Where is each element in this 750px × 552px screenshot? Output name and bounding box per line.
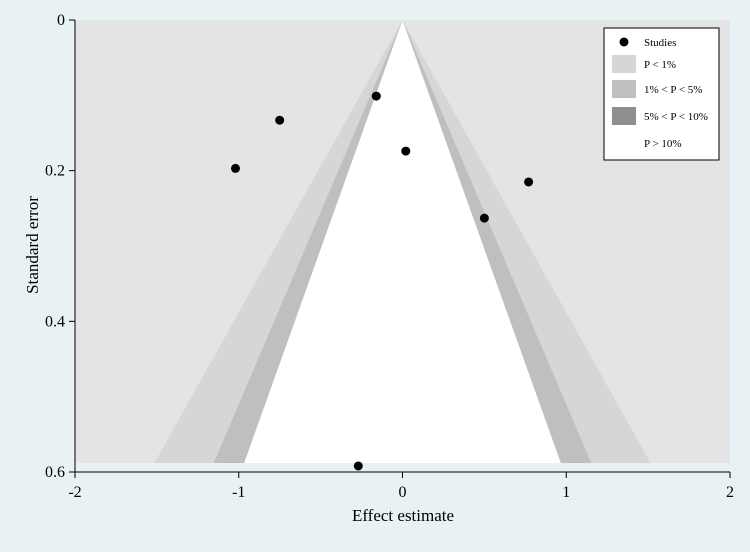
legend-swatch: [612, 55, 636, 73]
x-axis-label: Effect estimate: [352, 506, 454, 525]
study-point: [401, 146, 411, 156]
study-point: [479, 213, 489, 223]
study-point: [524, 177, 534, 187]
legend-label: 5% < P < 10%: [644, 111, 708, 123]
study-point: [230, 163, 240, 173]
x-tick-label: -1: [232, 484, 245, 501]
legend-label: 1% < P < 5%: [644, 84, 702, 96]
y-tick-label: 0.4: [45, 313, 65, 330]
y-tick-label: 0.2: [45, 163, 65, 180]
legend-label: Studies: [644, 37, 676, 49]
x-tick-label: 2: [726, 484, 734, 501]
y-axis-label: Standard error: [23, 196, 42, 294]
legend: Studies P < 1% 1% < P < 5% 5% < P < 10% P > …: [603, 27, 720, 161]
study-point: [353, 461, 363, 471]
study-point: [275, 115, 285, 125]
legend-label: P > 10%: [644, 138, 682, 150]
data-points: [230, 91, 534, 471]
x-tick-label: 0: [399, 484, 407, 501]
study-point: [371, 91, 381, 101]
x-tick-label: -2: [68, 484, 81, 501]
legend-label: P < 1%: [644, 59, 676, 71]
legend-swatch: [612, 107, 636, 125]
legend-studies-marker: [619, 37, 629, 47]
legend-swatch: [612, 80, 636, 98]
contour-p-gt-10: [244, 20, 561, 463]
y-tick-label: 0.6: [45, 464, 65, 481]
x-tick-label: 1: [562, 484, 570, 501]
y-tick-label: 0: [57, 12, 65, 29]
axes: -2 -1 0 1 2 0 0.2 0.4 0.6: [45, 12, 734, 501]
